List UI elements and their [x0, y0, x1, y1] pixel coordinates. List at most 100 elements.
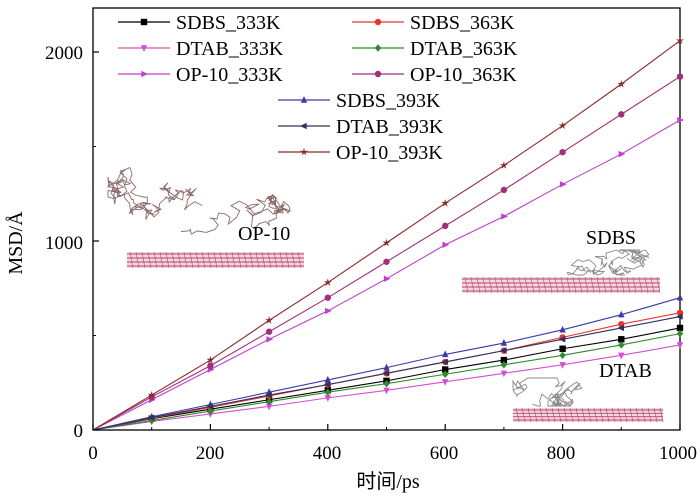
- slab-bond: [159, 251, 164, 269]
- slab-bond: [183, 251, 188, 269]
- data-point-SDBS_393K-900: [618, 310, 625, 318]
- slab-bond: [171, 251, 176, 269]
- slab-bond: [231, 251, 236, 269]
- data-point-DTAB_393K-1000: [676, 313, 683, 320]
- slab-bond: [482, 276, 487, 294]
- series-DTAB_333K: [92, 342, 684, 431]
- series-DTAB_393K: [92, 313, 683, 431]
- slab-bond: [518, 276, 523, 294]
- data-point-OP-10_363K-400: [324, 294, 331, 301]
- slab-bond: [578, 276, 583, 294]
- data-point-DTAB_333K-500: [383, 387, 390, 395]
- y-tick-label-2000: 2000: [45, 43, 83, 64]
- slab-bond: [201, 251, 206, 269]
- dtab-surface-slab: [513, 407, 664, 423]
- slab-bond: [494, 276, 499, 294]
- data-point-DTAB_333K-400: [324, 395, 331, 402]
- slab-bond: [297, 251, 302, 269]
- data-point-DTAB_333K-900: [618, 352, 625, 360]
- slab-bond: [135, 251, 140, 269]
- slab-bond: [611, 407, 616, 423]
- data-point-DTAB_393K-300: [265, 391, 272, 399]
- slab-bond: [572, 276, 577, 294]
- data-point-DTAB_393K-600: [441, 358, 448, 366]
- legend-item-OP-10_393K: OP-10_393K: [278, 142, 443, 164]
- data-point-OP-10_393K-700: [499, 161, 508, 169]
- y-tick-label-0: 0: [74, 421, 84, 442]
- legend-label-OP-10_363K: OP-10_363K: [410, 64, 517, 86]
- data-point-SDBS_393K-400: [324, 375, 331, 383]
- op10-molecule-illustration: [107, 167, 304, 269]
- ticks-layer: [92, 51, 681, 431]
- slab-bond: [521, 407, 526, 423]
- slab-bond: [554, 276, 559, 294]
- slab-bond: [557, 407, 562, 423]
- legend-marker-SDBS_393K: [300, 96, 308, 103]
- legend-marker-OP-10_333K: [141, 70, 148, 78]
- slab-bond: [548, 276, 553, 294]
- series-layer: [92, 36, 684, 431]
- slab-bond: [563, 407, 568, 423]
- slab-bond: [177, 251, 182, 269]
- data-point-OP-10_333K-1000: [677, 116, 684, 124]
- legend-label-DTAB_333K: DTAB_333K: [176, 38, 284, 60]
- slab-bond: [189, 251, 194, 269]
- legend-marker-SDBS_333K: [140, 18, 148, 26]
- data-point-OP-10_393K-200: [206, 355, 215, 364]
- data-point-DTAB_363K-900: [618, 341, 625, 349]
- legend-marker-DTAB_363K: [374, 44, 382, 52]
- data-point-SDBS_333K-900: [618, 336, 625, 343]
- slab-bond: [542, 276, 547, 294]
- slab-bond: [653, 407, 658, 423]
- slab-bond: [626, 276, 631, 294]
- slab-bond: [530, 276, 535, 294]
- data-point-OP-10_333K-400: [325, 307, 332, 315]
- data-point-DTAB_333K-700: [500, 370, 508, 378]
- data-point-DTAB_333K-800: [559, 362, 566, 369]
- sdbs-surface-slab: [462, 276, 661, 294]
- slab-bond: [569, 407, 574, 423]
- slab-bond: [587, 407, 592, 423]
- legend-marker-DTAB_393K: [300, 122, 307, 130]
- data-point-OP-10_393K-300: [265, 316, 274, 324]
- slab-bond: [581, 407, 586, 423]
- legend-item-DTAB_393K: DTAB_393K: [278, 116, 444, 138]
- data-point-OP-10_363K-200: [207, 362, 214, 369]
- data-point-OP-10_363K-500: [383, 258, 390, 265]
- data-point-SDBS_333K-1000: [676, 324, 684, 332]
- slab-bond: [644, 276, 649, 294]
- slab-bond: [536, 276, 541, 294]
- dtab-molecule-illustration: [512, 377, 664, 423]
- slab-bond: [470, 276, 475, 294]
- data-point-OP-10_363K-600: [442, 222, 449, 230]
- data-point-DTAB_363K-700: [500, 361, 508, 369]
- series-OP-10_393K: [92, 36, 684, 431]
- slab-bond: [506, 276, 511, 294]
- x-tick-label-800: 800: [547, 443, 576, 464]
- y-axis-title: MSD/Å: [5, 211, 27, 275]
- data-point-OP-10_393K-800: [558, 121, 567, 130]
- data-point-DTAB_393K-400: [323, 381, 331, 388]
- legend-item-SDBS_333K: SDBS_333K: [118, 12, 281, 34]
- y-tick-label-1000: 1000: [45, 233, 83, 254]
- legend-marker-SDBS_363K: [374, 18, 382, 26]
- slab-bond: [285, 251, 290, 269]
- x-tick-label-600: 600: [430, 443, 459, 464]
- data-point-DTAB_393K-800: [558, 336, 566, 343]
- legend-item-SDBS_393K: SDBS_393K: [278, 90, 441, 112]
- data-point-OP-10_363K-700: [500, 186, 508, 194]
- series-OP-10_333K: [92, 116, 684, 431]
- data-point-OP-10_393K-100: [147, 390, 156, 399]
- legend-label-DTAB_393K: DTAB_393K: [336, 116, 444, 138]
- slab-bond: [560, 276, 565, 294]
- data-point-SDBS_333K-800: [559, 345, 566, 352]
- slab-bond: [207, 251, 212, 269]
- slab-bond: [267, 251, 272, 269]
- slab-bond: [584, 276, 589, 294]
- slab-bond: [291, 251, 296, 269]
- data-point-OP-10_393K-400: [323, 278, 332, 286]
- slab-bond: [605, 407, 610, 423]
- data-point-SDBS_333K-600: [442, 366, 449, 373]
- slab-bond: [602, 276, 607, 294]
- legend-label-SDBS_333K: SDBS_333K: [176, 12, 281, 34]
